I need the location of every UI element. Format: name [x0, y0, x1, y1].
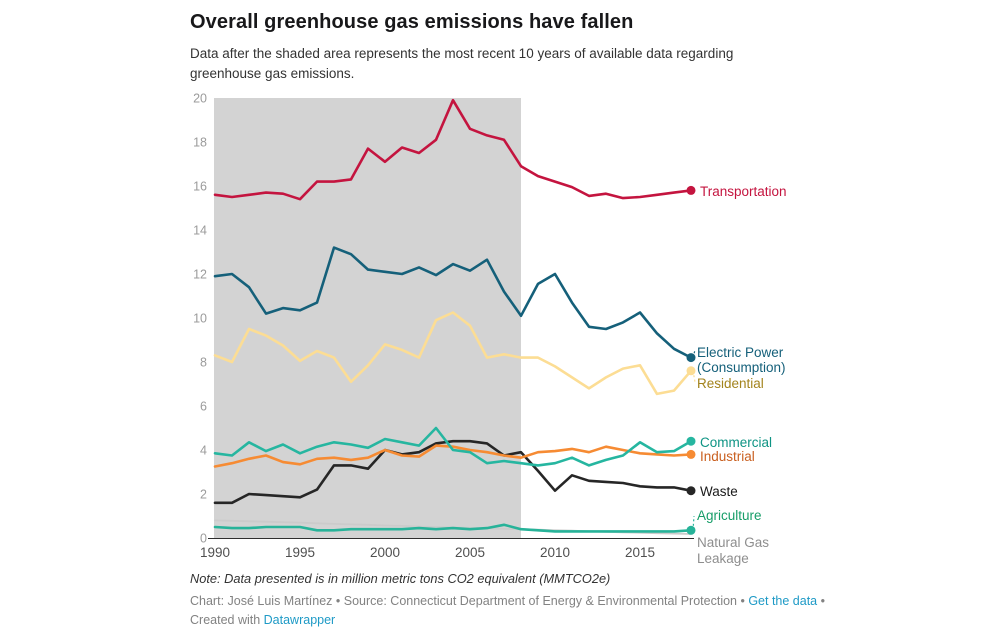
y-tick-label: 16 [193, 180, 207, 194]
datawrapper-link[interactable]: Datawrapper [263, 612, 336, 627]
series-line-industrial [213, 444, 693, 468]
series-label-residential: Residential [697, 376, 764, 391]
series-label-waste: Waste [700, 484, 738, 499]
series-line-transportation [213, 98, 693, 201]
credit-text-middle: • Created with [190, 594, 825, 627]
y-tick-label: 18 [193, 136, 207, 150]
series-label-electric-power-consumption-: Electric Power [697, 345, 784, 360]
get-the-data-link[interactable]: Get the data [748, 594, 818, 608]
series-end-dot [686, 486, 696, 496]
y-tick-label: 14 [193, 224, 207, 238]
page-title: Overall greenhouse gas emissions have fa… [190, 11, 634, 33]
y-tick-label: 20 [193, 92, 207, 106]
series-label-transportation: Transportation [700, 184, 787, 199]
x-tick-label: 2015 [625, 545, 655, 560]
y-tick-label: 12 [193, 268, 207, 282]
series-label-electric-power-consumption-: (Consumption) [697, 360, 786, 375]
y-tick-label: 0 [200, 532, 207, 546]
chart-credit: Chart: José Luis Martínez • Source: Conn… [190, 592, 866, 630]
y-tick-label: 6 [200, 400, 207, 414]
series-line-agriculture [213, 523, 693, 533]
y-tick-label: 4 [200, 444, 207, 458]
y-tick-label: 8 [200, 356, 207, 370]
series-end-dot [686, 353, 696, 363]
series-end-dot [686, 185, 696, 195]
series-line-waste [213, 439, 693, 505]
series-end-dot [686, 525, 696, 535]
series-line-electric-power-consumption- [213, 246, 693, 359]
series-label-natural-gas-leakage: Natural Gas [697, 535, 769, 550]
series-end-dot [686, 449, 696, 459]
series-line-commercial [213, 426, 693, 467]
x-tick-label: 2000 [370, 545, 400, 560]
x-tick-label: 2010 [540, 545, 570, 560]
x-tick-label: 1990 [200, 545, 230, 560]
x-tick-label: 2005 [455, 545, 485, 560]
shaded-region [214, 98, 521, 538]
x-tick-label: 1995 [285, 545, 315, 560]
series-label-agriculture: Agriculture [697, 508, 762, 523]
series-line-residential [213, 311, 693, 396]
chart-note: Note: Data presented is in million metri… [190, 571, 611, 586]
series-end-dot [686, 436, 696, 446]
y-tick-label: 10 [193, 312, 207, 326]
y-tick-label: 2 [200, 488, 207, 502]
series-label-industrial: Industrial [700, 449, 755, 464]
credit-text: Chart: José Luis Martínez • Source: Conn… [190, 594, 749, 608]
series-label-natural-gas-leakage: Leakage [697, 551, 749, 566]
chart-subtitle: Data after the shaded area represents th… [190, 46, 734, 82]
series-end-dot [686, 366, 696, 376]
series-label-commercial: Commercial [700, 435, 772, 450]
